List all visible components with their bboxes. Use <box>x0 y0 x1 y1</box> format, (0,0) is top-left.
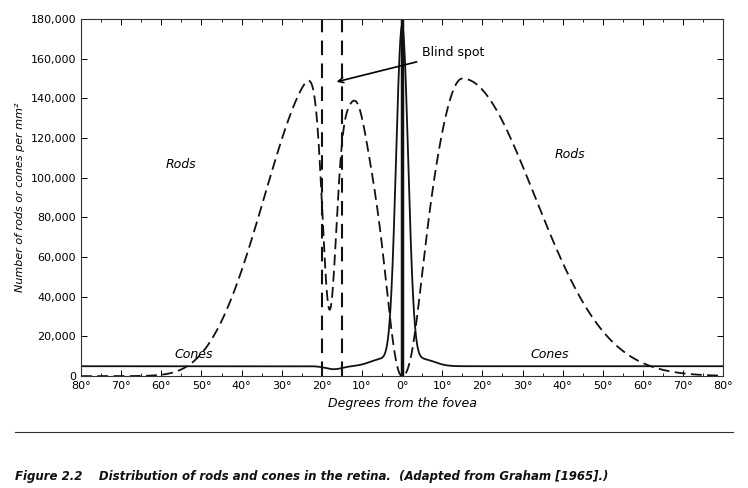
Text: Rods: Rods <box>554 148 585 161</box>
Text: Figure 2.2    Distribution of rods and cones in the retina.  (Adapted from Graha: Figure 2.2 Distribution of rods and cone… <box>15 470 608 483</box>
Y-axis label: Number of rods or cones per mm²: Number of rods or cones per mm² <box>15 103 25 292</box>
Text: Cones: Cones <box>530 348 569 361</box>
Text: Cones: Cones <box>174 348 212 361</box>
X-axis label: Degrees from the fovea: Degrees from the fovea <box>328 397 476 409</box>
Text: Blind spot: Blind spot <box>338 46 485 82</box>
Text: Rods: Rods <box>166 158 197 171</box>
